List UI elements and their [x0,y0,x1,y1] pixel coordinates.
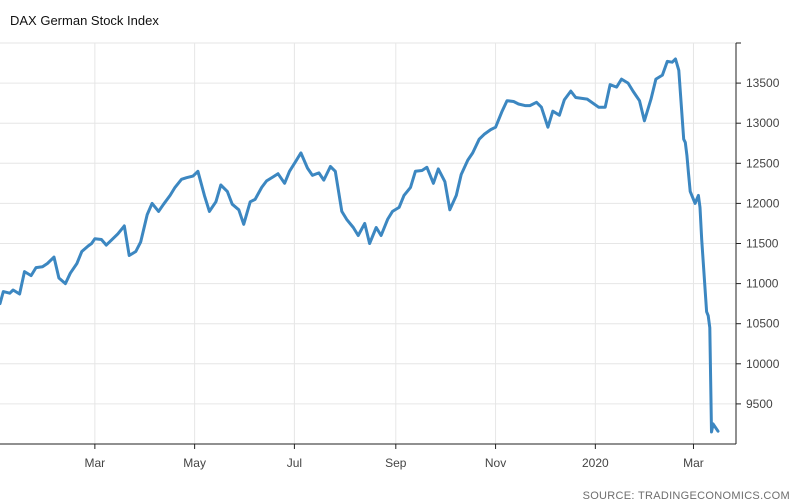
series-layer [0,57,720,434]
source-credit: SOURCE: TRADINGECONOMICS.COM [583,490,790,502]
series-line [0,57,720,434]
y-tick-label: 13500 [746,76,780,90]
x-tick-label: Jul [287,456,302,470]
x-tick-label: Sep [385,456,407,470]
grid-lines [0,42,736,444]
y-tick-label: 11500 [746,237,779,251]
x-tick-label: Nov [485,456,506,470]
y-tick-label: 13000 [746,116,780,130]
y-tick-label: 12500 [746,156,780,170]
x-tick-label: May [183,456,206,470]
y-tick-label: 11000 [746,277,779,291]
y-tick-label: 10000 [746,357,780,371]
y-tick-label: 10500 [746,317,780,331]
axes: 9500 10000 10500 11000 11500 12000 12500 13000 1… [0,42,780,470]
x-tick-label: Mar [683,456,704,470]
y-tick-label: 9500 [746,397,773,411]
x-tick-label: 2020 [582,456,609,470]
chart-title: DAX German Stock Index [10,13,159,28]
y-tick-label: 12000 [746,196,780,210]
x-tick-label: Mar [85,456,106,470]
